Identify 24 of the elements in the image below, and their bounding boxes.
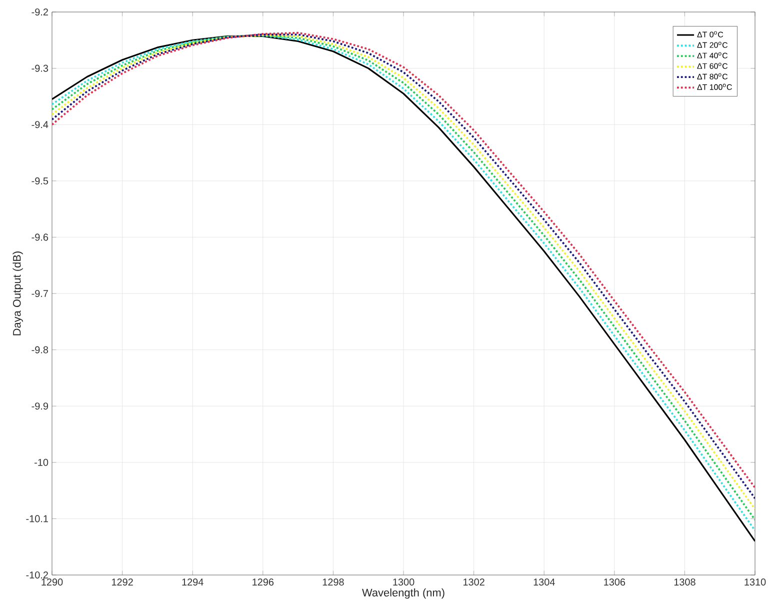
x-axis-title: Wavelength (nm) xyxy=(362,588,444,599)
x-tick-label: 1292 xyxy=(112,578,133,586)
x-tick-label: 1296 xyxy=(252,578,274,586)
y-tick-label: -10 xyxy=(34,458,48,466)
x-tick-label: 1300 xyxy=(393,578,414,586)
x-tick-label: 1310 xyxy=(744,578,766,586)
y-tick-label: -9.3 xyxy=(32,64,48,72)
x-tick-label: 1304 xyxy=(534,578,555,586)
y-tick-label: -9.4 xyxy=(32,121,48,128)
x-tick-label: 1298 xyxy=(322,578,344,586)
y-axis-title: Daya Output (dB) xyxy=(12,252,23,336)
x-tick-label: 1302 xyxy=(463,578,484,586)
y-tick-label: -9.5 xyxy=(32,177,48,184)
x-tick-label: 1308 xyxy=(674,578,696,586)
y-tick-label: -9.6 xyxy=(32,234,48,241)
y-tick-label: -9.9 xyxy=(32,402,48,410)
x-tick-label: 1294 xyxy=(182,578,204,586)
x-tick-label: 1306 xyxy=(604,578,626,586)
y-tick-label: -9.2 xyxy=(32,8,48,16)
y-tick-label: -9.8 xyxy=(32,346,48,354)
x-tick-label: 1290 xyxy=(42,578,63,586)
y-tick-label: -9.7 xyxy=(32,290,48,298)
y-tick-label: -10.2 xyxy=(26,571,48,579)
y-tick-label: -10.1 xyxy=(26,515,48,522)
